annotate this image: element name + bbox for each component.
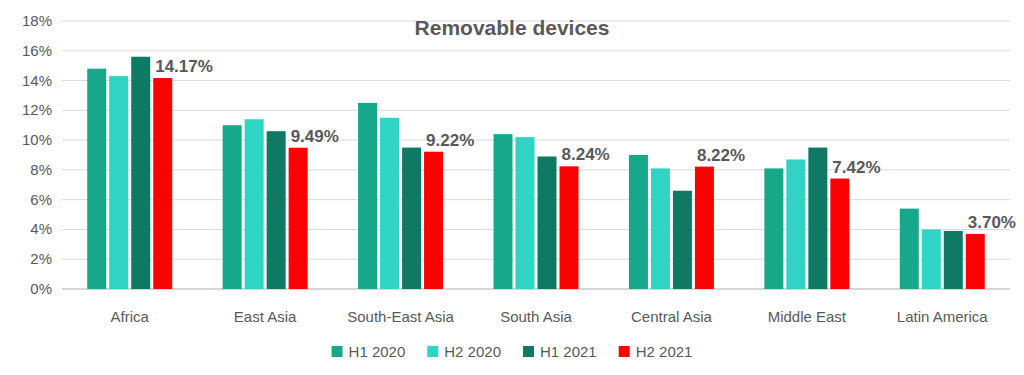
bar xyxy=(651,168,670,289)
legend-label: H1 2021 xyxy=(540,343,597,360)
x-tick-label: Latin America xyxy=(897,308,989,325)
data-label: 3.70% xyxy=(968,213,1016,232)
bar xyxy=(673,191,692,289)
grid-line xyxy=(62,229,1010,230)
bar xyxy=(109,76,128,289)
data-label: 9.49% xyxy=(291,127,339,146)
bar xyxy=(966,234,985,289)
bar xyxy=(267,131,286,289)
bar xyxy=(900,209,919,289)
legend-swatch xyxy=(427,346,438,357)
bar xyxy=(516,137,535,289)
x-tick-label: Central Asia xyxy=(631,308,713,325)
y-tick-label: 2% xyxy=(30,250,52,267)
bar xyxy=(808,148,827,289)
bar xyxy=(245,119,264,289)
x-tick-label: South-East Asia xyxy=(347,308,454,325)
data-label: 8.22% xyxy=(697,146,745,165)
bar xyxy=(494,134,513,289)
y-tick-label: 0% xyxy=(30,280,52,297)
legend-label: H1 2020 xyxy=(349,343,406,360)
legend-label: H2 2020 xyxy=(444,343,501,360)
bar xyxy=(358,103,377,289)
bar xyxy=(560,166,579,289)
grid-line xyxy=(62,80,1010,81)
data-label: 8.24% xyxy=(562,145,610,164)
legend-swatch xyxy=(619,346,630,357)
x-tick-label: East Asia xyxy=(234,308,297,325)
y-axis-line xyxy=(62,21,63,289)
grid-line xyxy=(62,289,1010,290)
x-tick-label: Africa xyxy=(111,308,150,325)
bar xyxy=(764,168,783,289)
grid-line xyxy=(62,199,1010,200)
y-tick-label: 16% xyxy=(22,42,52,59)
grid xyxy=(62,21,1010,289)
bar xyxy=(629,155,648,289)
y-tick-label: 4% xyxy=(30,220,52,237)
y-tick-label: 6% xyxy=(30,191,52,208)
y-tick-label: 14% xyxy=(22,72,52,89)
bar xyxy=(289,148,308,289)
bar xyxy=(223,125,242,289)
data-labels: 14.17% 9.49% 9.22% 8.24% 8.22% 7.42% 3.70% xyxy=(155,57,1016,232)
data-label: 7.42% xyxy=(832,158,880,177)
legend-label: H2 2021 xyxy=(636,343,693,360)
grid-line xyxy=(62,110,1010,111)
bar xyxy=(786,159,805,289)
bar xyxy=(380,118,399,289)
y-tick-label: 8% xyxy=(30,161,52,178)
bar xyxy=(87,69,106,289)
legend: H1 2020 H2 2020 H1 2021 H2 2021 xyxy=(332,343,693,360)
bar xyxy=(944,231,963,289)
bar xyxy=(424,152,443,289)
grid-line xyxy=(62,259,1010,260)
chart: 0% 2% 4% 6% 8% 10% 12% 14% 16% 18% Removable devic… xyxy=(0,0,1024,375)
grid-line xyxy=(62,50,1010,51)
x-tick-label: South Asia xyxy=(500,308,572,325)
bar xyxy=(402,148,421,289)
bars xyxy=(87,57,985,289)
legend-swatch xyxy=(523,346,534,357)
y-tick-label: 12% xyxy=(22,101,52,118)
bar xyxy=(922,229,941,289)
bar xyxy=(695,167,714,289)
bar xyxy=(538,156,557,289)
legend-swatch xyxy=(332,346,343,357)
data-label: 9.22% xyxy=(426,131,474,150)
data-label: 14.17% xyxy=(155,57,213,76)
bar xyxy=(153,78,172,289)
bar xyxy=(830,179,849,289)
x-tick-label: Middle East xyxy=(768,308,847,325)
x-axis-line xyxy=(62,289,1010,290)
bar xyxy=(131,57,150,289)
title: Removable devices xyxy=(415,16,610,39)
grid-line xyxy=(62,140,1010,141)
y-tick-label: 10% xyxy=(22,131,52,148)
y-tick-label: 18% xyxy=(22,12,52,29)
